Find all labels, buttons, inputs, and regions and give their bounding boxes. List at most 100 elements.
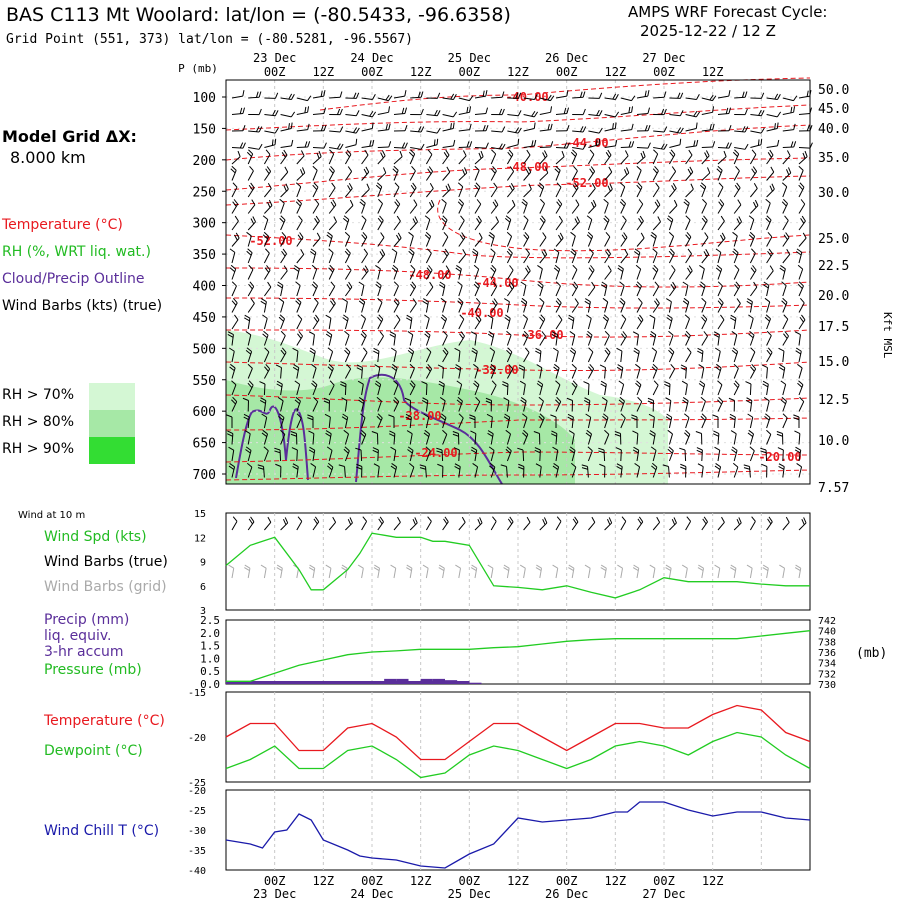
- wind-barb: [234, 314, 239, 321]
- wind-barb: [344, 433, 350, 445]
- wind-barb: [717, 300, 723, 306]
- wind-barb: [603, 314, 609, 320]
- wind-barb: [458, 172, 468, 181]
- wind-barb: [655, 182, 660, 189]
- wind-barb: [733, 363, 739, 369]
- wind-barb: [653, 264, 659, 270]
- wind-barb: [329, 149, 335, 155]
- wind-barb: [442, 236, 449, 247]
- wind-barb: [361, 270, 369, 280]
- wind-barb: [280, 400, 284, 412]
- wind-barb: [459, 234, 464, 240]
- pressure-line: [226, 630, 811, 682]
- surface-wind-barb-grid: [409, 568, 413, 579]
- wind-barb: [280, 384, 283, 396]
- wind-barb: [248, 130, 260, 133]
- wind-barb: [801, 314, 806, 321]
- wind-barb: [297, 333, 302, 339]
- wind-barb: [539, 449, 541, 462]
- wind-barb: [620, 254, 629, 264]
- wind-barb: [720, 215, 725, 222]
- wind-barb: [604, 417, 609, 429]
- wind-speed-line: [225, 532, 810, 599]
- wind-barb: [539, 351, 542, 363]
- wind-barb: [620, 237, 628, 247]
- surface-wind-barb-grid: [406, 564, 413, 569]
- wind-barb: [488, 234, 494, 239]
- wind-barb: [427, 149, 433, 155]
- wind-barb: [377, 302, 383, 313]
- wind-barb: [733, 187, 741, 198]
- wind-barb: [463, 167, 468, 174]
- wind-barb: [685, 188, 694, 198]
- wind-barb: [469, 123, 472, 130]
- wind-barb: [279, 413, 285, 418]
- wind-barb: [668, 466, 670, 478]
- wind-barb: [458, 186, 464, 198]
- wind-barb: [458, 129, 470, 132]
- wind-barb: [361, 318, 367, 330]
- wind-barb: [753, 201, 757, 208]
- wind-barb: [682, 281, 689, 286]
- wind-barb: [750, 267, 756, 273]
- wind-barb: [394, 396, 400, 402]
- wind-barb: [425, 269, 433, 280]
- wind-barb: [749, 301, 753, 313]
- wind-barb: [636, 334, 639, 346]
- rh-70-label: RH > 70%: [2, 387, 75, 403]
- wind-barb: [260, 300, 267, 305]
- surface-wind-barb-true: [349, 517, 353, 524]
- wind-barb: [734, 264, 740, 270]
- wind-barb: [744, 91, 748, 98]
- surface-wind-barb-true: [608, 517, 613, 524]
- top-date-label: 24 Dec: [350, 51, 393, 65]
- wind-barb: [344, 417, 349, 429]
- wind-barb: [247, 368, 253, 379]
- wind-barb: [793, 123, 796, 130]
- wind-barb: [749, 330, 755, 336]
- wind-barb: [733, 269, 740, 280]
- wind-barb: [575, 199, 580, 206]
- surface-wind-barb-true: [443, 518, 448, 525]
- wind-barb: [247, 248, 253, 254]
- wind-barb: [571, 221, 580, 231]
- wind-barb: [798, 302, 805, 313]
- wind-barb: [716, 168, 722, 174]
- wind-barb: [682, 397, 689, 402]
- wind-barb: [709, 94, 714, 101]
- wind-barb: [231, 285, 237, 297]
- wind-barb: [712, 123, 715, 130]
- wind-barb: [447, 183, 451, 190]
- temperature-contour-label: -48.00: [408, 268, 451, 282]
- wind-barb: [719, 199, 725, 205]
- wind-barb: [506, 330, 512, 336]
- wind-ytick: 6: [200, 582, 206, 593]
- wind-barb: [717, 220, 725, 231]
- wind-barb: [652, 252, 658, 264]
- wind-barb: [246, 347, 252, 352]
- wind-ytick: 12: [194, 533, 206, 544]
- wind-barb: [506, 383, 509, 396]
- bottom-date-label: 26 Dec: [545, 887, 588, 900]
- wind-barb: [766, 219, 772, 231]
- wind-barb: [506, 433, 512, 445]
- wind-barb: [280, 253, 288, 264]
- wind-barb: [802, 152, 806, 159]
- pressure-unit-label: (mb): [856, 646, 887, 661]
- wind-barb: [485, 397, 492, 401]
- wind-barb: [687, 168, 692, 175]
- wind-barb: [647, 90, 650, 97]
- wind-barb: [261, 298, 267, 303]
- wind-barb: [599, 463, 606, 467]
- surface-wind-barb-grid: [276, 567, 283, 572]
- wind-barb: [523, 384, 526, 396]
- wind-barb: [280, 114, 292, 118]
- wind-barb: [506, 269, 514, 280]
- wind-barb: [342, 298, 348, 303]
- wind-barb: [231, 268, 237, 280]
- wind-barb: [328, 466, 334, 478]
- wind-barb: [572, 96, 584, 99]
- wind-barb: [666, 218, 673, 223]
- wind-barb: [619, 396, 625, 402]
- wind-barb: [569, 446, 576, 451]
